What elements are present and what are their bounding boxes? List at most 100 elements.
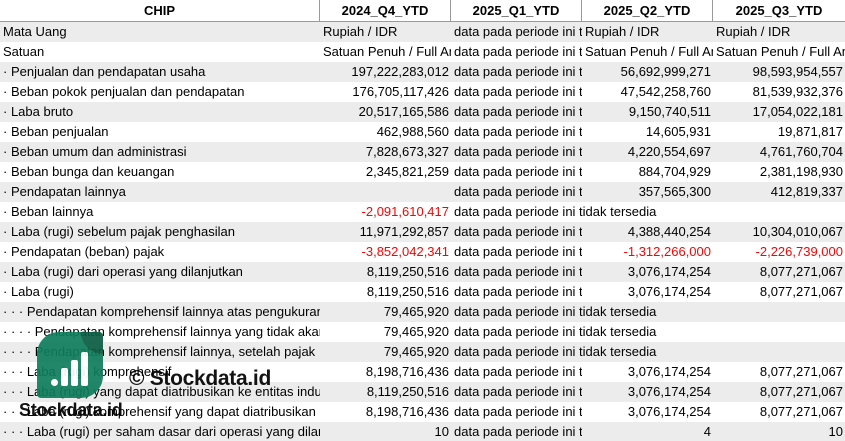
cell-2024-q4[interactable]: 79,465,920 [383, 304, 449, 319]
cell-2025-q3[interactable] [713, 342, 845, 362]
cell-2025-q3[interactable]: 10,304,010,067 [752, 224, 843, 239]
cell-2025-q2[interactable]: 3,076,174,254 [627, 404, 711, 419]
cell-2025-q1[interactable]: data pada periode ini tidak tersedia [454, 204, 657, 219]
cell-2025-q2[interactable]: 3,076,174,254 [627, 384, 711, 399]
cell-2025-q1[interactable]: data pada periode ini tidak tersedia [454, 184, 582, 199]
column-header-company[interactable]: CHIP [0, 0, 320, 21]
row-label[interactable]: · Laba (rugi) dari operasi yang dilanjut… [3, 264, 243, 279]
cell-2025-q1[interactable]: data pada periode ini tidak tersedia [454, 144, 582, 159]
cell-2024-q4[interactable]: 11,971,292,857 [359, 224, 449, 239]
cell-2025-q3[interactable]: 81,539,932,376 [752, 84, 843, 99]
cell-2025-q3[interactable]: 2,381,198,930 [759, 164, 843, 179]
cell-2025-q2[interactable]: 4,220,554,697 [627, 144, 711, 159]
cell-2025-q1[interactable]: data pada periode ini tidak tersedia [454, 164, 582, 179]
cell-2025-q1[interactable]: data pada periode ini tidak tersedia [454, 224, 582, 239]
cell-2025-q3[interactable] [713, 202, 845, 222]
cell-2025-q3[interactable]: Rupiah / IDR [716, 24, 791, 39]
cell-2024-q4[interactable]: 79,465,920 [383, 324, 449, 339]
cell-2025-q1[interactable]: data pada periode ini tidak tersedia [454, 324, 657, 339]
cell-2024-q4[interactable]: 8,198,716,436 [365, 364, 449, 379]
cell-2025-q2[interactable]: 3,076,174,254 [627, 284, 711, 299]
cell-2025-q2[interactable]: 357,565,300 [638, 184, 711, 199]
row-label[interactable]: · · · Laba (rugi) komprehensif yang dapa… [3, 404, 320, 419]
cell-2025-q2[interactable]: 4,388,440,254 [627, 224, 711, 239]
cell-2025-q2[interactable]: 3,076,174,254 [627, 364, 711, 379]
cell-2025-q2[interactable]: 14,605,931 [645, 124, 711, 139]
row-label[interactable]: · Laba bruto [3, 104, 74, 119]
row-label[interactable]: Satuan [3, 44, 45, 59]
cell-2024-q4[interactable]: 79,465,920 [383, 344, 449, 359]
cell-2025-q1[interactable]: data pada periode ini tidak tersedia [454, 404, 582, 419]
cell-2025-q2[interactable]: -1,312,266,000 [623, 244, 711, 259]
cell-2024-q4[interactable]: -2,091,610,417 [361, 204, 449, 219]
cell-2024-q4[interactable]: 2,345,821,259 [365, 164, 449, 179]
row-label[interactable]: · Beban lainnya [3, 204, 94, 219]
cell-2024-q4[interactable]: 176,705,117,426 [352, 84, 449, 99]
cell-2025-q3[interactable]: 8,077,271,067 [759, 284, 843, 299]
row-label[interactable]: · Beban pokok penjualan dan pendapatan [3, 84, 245, 99]
cell-2025-q1[interactable]: data pada periode ini tidak tersedia [454, 264, 582, 279]
row-label[interactable]: · Beban penjualan [3, 124, 109, 139]
cell-2025-q1[interactable]: data pada periode ini tidak tersedia [454, 104, 582, 119]
cell-2025-q3[interactable] [713, 302, 845, 322]
cell-2025-q3[interactable]: 19,871,817 [777, 124, 843, 139]
cell-2025-q3[interactable]: 412,819,337 [770, 184, 843, 199]
cell-2025-q2[interactable]: Satuan Penuh / Full Amount [585, 44, 713, 59]
cell-2025-q2[interactable]: 56,692,999,271 [620, 64, 711, 79]
cell-2024-q4[interactable]: Satuan Penuh / Full Amount [323, 44, 451, 59]
cell-2025-q3[interactable]: 8,077,271,067 [759, 404, 843, 419]
cell-2024-q4[interactable]: 462,988,560 [376, 124, 449, 139]
row-label[interactable]: Mata Uang [3, 24, 67, 39]
cell-2025-q1[interactable]: data pada periode ini tidak tersedia [454, 284, 582, 299]
cell-2024-q4[interactable]: 197,222,283,012 [351, 64, 449, 79]
column-header-2024-q4[interactable]: 2024_Q4_YTD [320, 0, 451, 21]
row-label[interactable]: · Beban bunga dan keuangan [3, 164, 175, 179]
cell-2025-q2[interactable]: 3,076,174,254 [627, 264, 711, 279]
cell-2025-q3[interactable]: 8,077,271,067 [759, 384, 843, 399]
cell-2024-q4[interactable]: 8,119,250,516 [366, 264, 449, 279]
cell-2025-q2[interactable]: 47,542,258,760 [620, 84, 711, 99]
cell-2025-q3[interactable]: Satuan Penuh / Full Amount [716, 44, 845, 59]
row-label[interactable]: · Penjualan dan pendapatan usaha [3, 64, 206, 79]
cell-2025-q1[interactable]: data pada periode ini tidak tersedia [454, 84, 582, 99]
cell-2025-q2[interactable]: 884,704,929 [638, 164, 711, 179]
cell-2025-q3[interactable]: 17,054,022,181 [752, 104, 843, 119]
cell-2025-q2[interactable]: 4 [703, 424, 711, 439]
cell-2024-q4[interactable]: 7,828,673,327 [365, 144, 449, 159]
cell-2025-q3[interactable]: 98,593,954,557 [752, 64, 843, 79]
cell-2025-q1[interactable]: data pada periode ini tidak tersedia [454, 64, 582, 79]
cell-2025-q1[interactable]: data pada periode ini tidak tersedia [454, 424, 582, 439]
cell-2025-q3[interactable]: 8,077,271,067 [759, 364, 843, 379]
column-header-2025-q3[interactable]: 2025_Q3_YTD [735, 3, 823, 18]
cell-2025-q3[interactable] [713, 322, 845, 342]
row-label[interactable]: · Laba (rugi) sebelum pajak penghasilan [3, 224, 235, 239]
cell-2024-q4[interactable]: 8,198,716,436 [365, 404, 449, 419]
cell-2025-q1[interactable]: data pada periode ini tidak tersedia [454, 344, 657, 359]
cell-2025-q1[interactable]: data pada periode ini tidak tersedia [454, 124, 582, 139]
column-header-2025-q1[interactable]: 2025_Q1_YTD [451, 0, 582, 21]
column-header-2025-q2[interactable]: 2025_Q2_YTD [582, 0, 713, 21]
cell-2024-q4[interactable] [320, 182, 451, 202]
cell-2025-q3[interactable]: 8,077,271,067 [759, 264, 843, 279]
row-label[interactable]: · · · Laba (rugi) per saham dasar dari o… [3, 424, 320, 439]
cell-2025-q2[interactable]: 9,150,740,511 [628, 104, 711, 119]
cell-2024-q4[interactable]: 8,119,250,516 [366, 284, 449, 299]
row-label[interactable]: · Laba (rugi) [3, 284, 74, 299]
cell-2025-q1[interactable]: data pada periode ini tidak tersedia [454, 44, 582, 59]
cell-2024-q4[interactable]: 10 [434, 424, 449, 439]
row-label[interactable]: · Pendapatan (beban) pajak [3, 244, 165, 259]
row-label[interactable]: · · · Pendapatan komprehensif lainnya at… [3, 304, 320, 319]
cell-2025-q1[interactable]: data pada periode ini tidak tersedia [454, 384, 582, 399]
cell-2025-q3[interactable]: 10 [828, 424, 843, 439]
cell-2025-q1[interactable]: data pada periode ini tidak tersedia [454, 304, 657, 319]
cell-2024-q4[interactable]: 8,119,250,516 [366, 384, 449, 399]
cell-2025-q1[interactable]: data pada periode ini tidak tersedia [454, 364, 582, 379]
cell-2025-q3[interactable]: -2,226,739,000 [755, 244, 843, 259]
cell-2025-q1[interactable]: data pada periode ini tidak tersedia [454, 24, 582, 39]
cell-2024-q4[interactable]: -3,852,042,341 [361, 244, 449, 259]
cell-2025-q1[interactable]: data pada periode ini tidak tersedia [454, 244, 582, 259]
cell-2025-q2[interactable]: Rupiah / IDR [585, 24, 660, 39]
row-label[interactable]: · Beban umum dan administrasi [3, 144, 187, 159]
cell-2024-q4[interactable]: 20,517,165,586 [358, 104, 449, 119]
cell-2025-q3[interactable]: 4,761,760,704 [759, 144, 843, 159]
